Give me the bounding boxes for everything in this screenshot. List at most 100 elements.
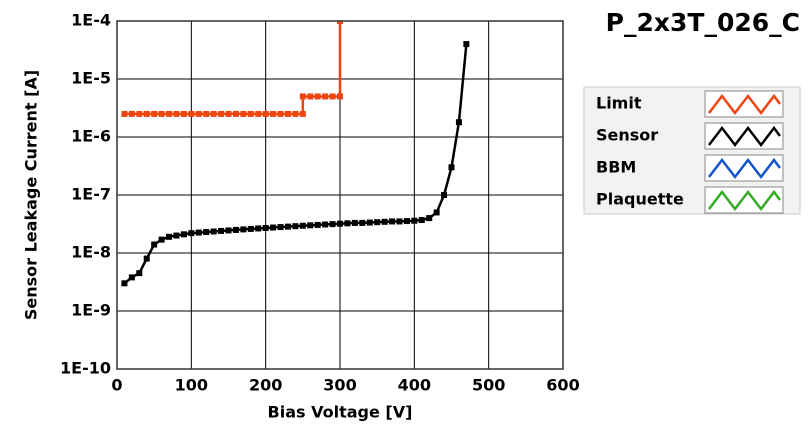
plot-frame <box>116 20 564 370</box>
data-point <box>218 110 225 117</box>
data-point <box>411 217 418 224</box>
data-point <box>299 222 306 229</box>
legend-label: Limit <box>596 94 642 113</box>
data-point <box>240 110 247 117</box>
data-point <box>173 232 180 239</box>
x-tick-label: 100 <box>175 376 208 395</box>
data-point <box>292 110 299 117</box>
data-point <box>337 21 343 24</box>
data-point <box>270 224 277 231</box>
legend-label: Sensor <box>596 126 658 145</box>
data-point <box>255 225 262 232</box>
data-point <box>448 164 455 171</box>
data-point <box>158 236 165 243</box>
data-point <box>389 218 396 225</box>
data-point <box>337 93 343 100</box>
data-point <box>426 215 433 222</box>
legend-label: BBM <box>596 158 636 177</box>
data-point <box>255 110 262 117</box>
legend-swatch-box <box>704 122 784 150</box>
data-point <box>225 227 232 234</box>
x-tick-label: 200 <box>249 376 282 395</box>
data-point <box>299 93 306 100</box>
data-point <box>218 227 225 234</box>
data-point <box>136 270 143 277</box>
plot <box>121 21 470 287</box>
data-point <box>188 110 195 117</box>
data-point <box>277 224 284 231</box>
data-point <box>180 231 187 238</box>
x-tick-label: 500 <box>472 376 505 395</box>
x-tick-label: 300 <box>323 376 356 395</box>
data-point <box>307 222 314 229</box>
y-tick-label: 1E-5 <box>71 69 111 88</box>
data-point <box>455 119 462 126</box>
x-tick-label: 600 <box>546 376 579 395</box>
legend-swatch <box>708 189 781 212</box>
data-point <box>195 110 202 117</box>
data-point <box>396 218 403 225</box>
data-point <box>374 219 381 226</box>
data-point <box>121 110 128 117</box>
y-tick-label: 1E-9 <box>71 301 111 320</box>
data-point <box>247 225 254 232</box>
data-point <box>314 221 321 228</box>
data-point <box>158 110 165 117</box>
data-point <box>366 219 373 226</box>
data-point <box>121 280 128 287</box>
data-point <box>284 110 291 117</box>
data-point <box>210 110 217 117</box>
x-tick-label: 0 <box>111 376 122 395</box>
data-point <box>210 228 217 235</box>
y-axis-label: Sensor Leakage Current [A] <box>22 70 41 320</box>
x-tick-label: 400 <box>398 376 431 395</box>
data-point <box>329 93 336 100</box>
data-point <box>143 110 150 117</box>
y-tick-label: 1E-7 <box>71 185 111 204</box>
data-point <box>240 226 247 233</box>
data-point <box>284 223 291 230</box>
data-point <box>232 110 239 117</box>
data-point <box>203 229 210 236</box>
data-point <box>225 110 232 117</box>
data-point <box>344 220 351 227</box>
data-point <box>166 110 173 117</box>
y-tick-label: 1E-6 <box>71 127 111 146</box>
data-point <box>433 209 440 216</box>
data-point <box>180 110 187 117</box>
data-point <box>307 93 314 100</box>
y-tick-label: 1E-10 <box>60 359 111 378</box>
data-point <box>128 274 135 281</box>
data-point <box>441 192 448 198</box>
legend-label: Plaquette <box>596 190 684 209</box>
data-point <box>463 41 470 48</box>
legend-swatch-box <box>704 154 784 182</box>
data-point <box>270 110 277 117</box>
x-axis-label: Bias Voltage [V] <box>268 403 413 422</box>
data-point <box>381 218 388 225</box>
data-point <box>277 110 284 117</box>
data-point <box>359 219 366 226</box>
data-point <box>136 110 143 117</box>
data-point <box>403 218 410 225</box>
legend-swatch <box>708 157 781 180</box>
data-point <box>143 255 150 262</box>
data-point <box>262 224 269 231</box>
data-point <box>337 220 343 227</box>
data-point <box>322 221 329 228</box>
data-point <box>232 226 239 233</box>
data-point <box>195 229 202 236</box>
legend-entries: Limit Sensor BBM Plaquette <box>596 90 784 214</box>
chart-title: P_2x3T_026_C <box>606 8 800 37</box>
legend-swatch <box>708 125 781 148</box>
data-point <box>166 233 173 240</box>
data-point <box>262 110 269 117</box>
data-point <box>292 223 299 230</box>
y-tick-label: 1E-4 <box>71 11 111 30</box>
data-point <box>351 219 358 226</box>
data-point <box>329 221 336 228</box>
legend-swatch-box <box>704 90 784 118</box>
data-point <box>299 110 306 117</box>
data-point <box>128 110 135 117</box>
